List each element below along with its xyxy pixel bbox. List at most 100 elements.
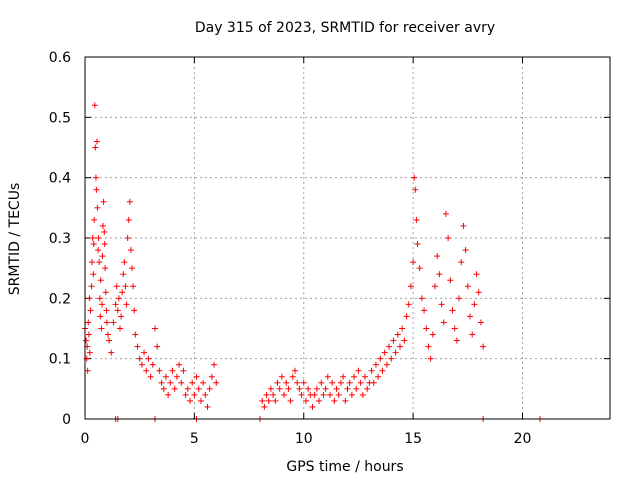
plot-frame	[84, 56, 611, 420]
data-point	[421, 307, 428, 314]
data-point	[272, 397, 279, 404]
data-point	[138, 361, 145, 368]
x-axis-label: GPS time / hours	[286, 459, 403, 475]
x-tick-label: 20	[514, 431, 532, 447]
data-point	[95, 235, 102, 241]
data-point	[379, 367, 386, 374]
data-point	[294, 379, 301, 386]
data-point	[265, 397, 272, 404]
data-point	[114, 307, 121, 314]
data-point	[296, 385, 303, 392]
data-point	[413, 216, 420, 223]
data-point	[126, 198, 133, 205]
data-point	[102, 265, 109, 272]
data-point	[342, 397, 349, 404]
data-point	[154, 343, 161, 350]
data-point	[130, 283, 137, 290]
y-tick-label: 0.5	[49, 110, 71, 126]
data-point	[104, 331, 111, 338]
x-tick-label: 5	[190, 431, 199, 447]
data-point	[86, 295, 93, 302]
data-point	[96, 295, 103, 302]
data-point	[97, 313, 104, 320]
data-point	[353, 385, 360, 392]
data-point	[191, 391, 198, 398]
data-point	[132, 331, 139, 338]
data-point	[92, 144, 99, 151]
data-point	[285, 385, 292, 392]
data-point	[96, 259, 103, 266]
data-point	[127, 247, 134, 254]
data-point	[475, 289, 482, 296]
data-point	[121, 259, 128, 266]
data-point	[316, 397, 323, 404]
data-point	[364, 385, 371, 392]
data-point	[94, 138, 101, 145]
data-point	[184, 385, 191, 392]
data-point	[149, 361, 156, 368]
data-point	[206, 385, 213, 392]
data-points	[82, 102, 543, 422]
data-point	[88, 283, 95, 290]
data-point	[456, 295, 463, 302]
data-point	[85, 331, 92, 338]
data-point	[292, 367, 298, 374]
data-point	[261, 403, 268, 410]
data-point	[99, 222, 106, 229]
data-point	[119, 289, 126, 296]
data-point	[407, 283, 414, 290]
data-point	[143, 367, 150, 374]
data-point	[171, 385, 178, 392]
data-point	[447, 277, 454, 284]
data-point	[362, 373, 368, 380]
data-point	[375, 373, 382, 380]
x-tick-labels: 0 5 10 15 20	[81, 431, 532, 447]
data-point	[351, 373, 358, 380]
data-point	[418, 295, 425, 302]
data-point	[392, 349, 399, 356]
y-tick-label: 0.3	[49, 231, 71, 247]
data-point	[122, 283, 129, 290]
data-point	[162, 373, 169, 380]
data-point	[331, 397, 338, 404]
data-point	[84, 367, 91, 374]
data-point	[91, 216, 98, 223]
data-point	[267, 385, 274, 392]
data-point	[123, 301, 130, 308]
data-point	[333, 385, 340, 392]
data-point	[195, 385, 202, 392]
data-point	[414, 241, 421, 248]
data-point	[357, 379, 364, 386]
data-point	[158, 379, 165, 386]
data-point	[270, 391, 277, 398]
data-point	[189, 379, 196, 386]
data-point	[410, 259, 417, 266]
y-tick-labels: 0 0.1 0.2 0.3 0.4 0.5 0.6	[49, 50, 71, 428]
data-point	[388, 355, 395, 362]
data-point	[386, 343, 393, 350]
data-point	[390, 337, 397, 344]
data-point	[276, 385, 283, 392]
data-point	[102, 289, 109, 296]
data-point	[346, 379, 353, 386]
data-point	[141, 349, 148, 356]
data-point	[103, 319, 110, 326]
data-point	[274, 379, 281, 386]
y-tick-label: 0.6	[49, 50, 71, 66]
data-point	[108, 349, 115, 356]
x-tick-label: 10	[295, 431, 313, 447]
data-point	[165, 391, 172, 398]
data-point	[129, 265, 136, 272]
data-point	[368, 367, 375, 374]
data-point	[180, 367, 187, 374]
data-point	[89, 259, 95, 266]
data-point	[86, 349, 93, 356]
data-point	[318, 379, 325, 386]
data-point	[193, 373, 200, 380]
data-point	[136, 355, 143, 362]
data-point	[178, 379, 185, 386]
data-point	[106, 337, 113, 344]
data-point	[167, 379, 174, 386]
data-point	[397, 343, 403, 350]
